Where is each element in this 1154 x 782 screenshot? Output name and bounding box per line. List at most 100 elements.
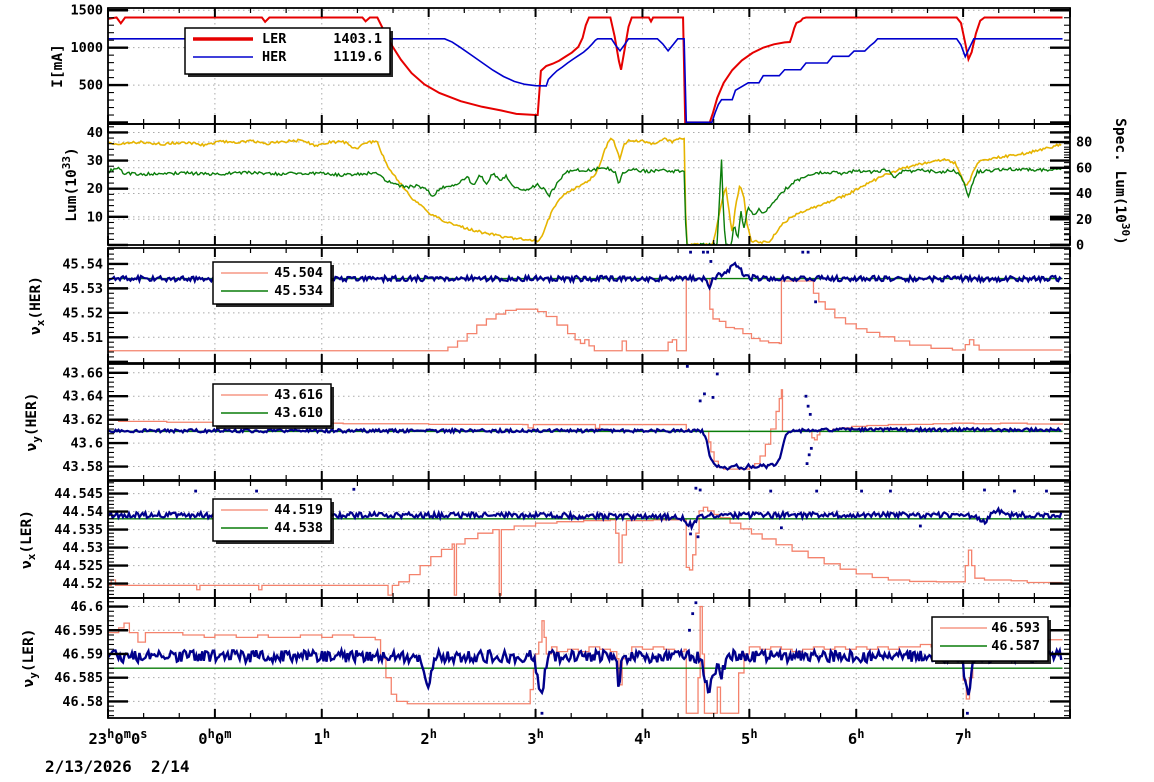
legend-name: LER: [262, 31, 287, 47]
y-tick-label-luminosity: 30: [87, 153, 103, 169]
y-tick-label-nuy-her: 43.62: [62, 412, 103, 428]
y-ticks-nuy-her: [108, 367, 1070, 477]
series-nuy-her-set: [108, 389, 1064, 470]
x-tick-label: 7h: [955, 727, 972, 748]
series-nux-ler-set: [108, 506, 1063, 596]
y-tick-label-current: 1500: [70, 3, 103, 19]
x-tick-label: 23h0m0s: [88, 727, 147, 748]
legend-value: 43.610: [274, 405, 323, 421]
series-HER-current: [108, 38, 1063, 124]
series-luminosity: [108, 137, 1062, 245]
y-tick-label-nux-ler: 44.52: [62, 576, 103, 592]
series-nuy-ler-measured: [108, 645, 1063, 696]
x-tick-label: 6h: [848, 727, 865, 748]
y-tick-label-luminosity: 10: [87, 209, 103, 225]
y-tick-label-nuy-ler: 46.6: [70, 599, 103, 615]
gridlines-nuy-ler: [108, 598, 1070, 718]
panel-frame-luminosity: [107, 123, 1071, 246]
x-tick-label: 3h: [527, 727, 544, 748]
y-tick-label-nux-her: 45.51: [62, 330, 103, 346]
legend-nux-her: 45.504 45.534: [212, 261, 334, 307]
x-ticks-current: [107, 8, 1071, 124]
y-tick-label-nuy-her: 43.64: [62, 389, 103, 405]
x-ticks-nuy-ler: [107, 598, 1071, 718]
legend-current: LER 1403.1 HER 1119.6: [184, 27, 393, 77]
x-tick-label: 2h: [420, 727, 437, 748]
x-axis-labels: 23h0m0s 0h0m 1h 2h 3h 4h 5h 6h 7h 2/13/2026 2/14: [45, 727, 971, 776]
y-tick-label-nux-her: 45.54: [62, 256, 103, 272]
legend-box: [212, 498, 332, 542]
y-axis-label-nuy-ler: νy(LER): [21, 628, 40, 687]
x-tick-label: 0h0m: [198, 727, 231, 748]
y-ticks-nux-ler: [108, 482, 1070, 599]
panel-nuy-ler: 46.646.59546.5946.58546.58νy(LER)46.5934…: [21, 597, 1071, 719]
legend-nux-ler: 44.519 44.538: [212, 498, 334, 544]
y-axis-label-current: I[mA]: [50, 44, 66, 88]
y-tick-label-nuy-her: 43.6: [70, 436, 103, 452]
right-tick-label-luminosity: 80: [1076, 135, 1092, 151]
y-tick-label-luminosity: 40: [87, 125, 103, 141]
legend-value: 46.593: [991, 620, 1040, 636]
y-tick-label-nuy-ler: 46.595: [54, 623, 103, 639]
legend-value: 1119.6: [333, 49, 382, 65]
legend-value: 46.587: [991, 638, 1040, 654]
x-ticks-nuy-her: [107, 364, 1071, 480]
right-tick-label-luminosity: 20: [1076, 212, 1092, 228]
y-tick-label-current: 500: [79, 78, 103, 94]
y-tick-label-nuy-ler: 46.58: [62, 694, 103, 710]
y-tick-label-current: 1000: [70, 40, 103, 56]
y-tick-label-nuy-her: 43.58: [62, 459, 103, 475]
gridlines-luminosity: [108, 124, 1070, 245]
y-axis-label-nux-ler: νx(LER): [19, 510, 38, 569]
date-label: 2/13/2026 2/14: [45, 757, 190, 776]
y-tick-label-nux-her: 45.52: [62, 305, 103, 321]
x-ticks-nux-ler: [107, 481, 1071, 598]
y-axis-label-luminosity: Lum(1033): [60, 147, 80, 221]
y-tick-label-nux-her: 45.53: [62, 281, 103, 297]
legend-box: [212, 261, 332, 305]
legend-value: 43.616: [274, 387, 323, 403]
right-tick-label-luminosity: 60: [1076, 160, 1092, 176]
panel-frame-nuy-ler: [107, 597, 1071, 719]
y-ticks-current: [108, 9, 1070, 124]
right-tick-label-luminosity: 40: [1076, 186, 1092, 202]
panel-frame-nux-her: [107, 247, 1071, 364]
x-tick-label: 5h: [741, 727, 758, 748]
series-group-nuy-her: [108, 364, 1064, 471]
y-tick-label-nuy-ler: 46.585: [54, 670, 103, 686]
legend-box: [931, 616, 1049, 662]
legend-box: [184, 27, 391, 75]
legend-value: 45.504: [274, 265, 323, 281]
series-nuy-her-measured: [108, 425, 1062, 471]
y-ticks-nuy-ler: [108, 601, 1070, 717]
legend-value: 45.534: [274, 283, 323, 299]
y-tick-label-nux-ler: 44.525: [54, 558, 103, 574]
series-nuy-ler-outliers: [540, 601, 969, 715]
panel-frame-nuy-her: [107, 363, 1071, 481]
panel-nux-ler: 44.545 44.54 44.535 44.53 44.525 44.52 νx(LER)…: [19, 480, 1071, 599]
y-axis-label-nuy-her: νy(HER): [24, 392, 43, 451]
right-tick-label-luminosity: 0: [1076, 238, 1084, 254]
y-axis-label-nux-her: νx(HER): [28, 276, 47, 335]
x-tick-label: 1h: [313, 727, 330, 748]
x-tick-label: 4h: [634, 727, 651, 748]
legend-nuy-ler: 46.593 46.587: [931, 616, 1051, 664]
series-nux-her-outliers: [689, 250, 818, 304]
right-axis-label: Spec. Lum(1030): [1112, 118, 1132, 245]
x-ticks-luminosity: [107, 124, 1071, 245]
legend-value: 44.538: [274, 520, 323, 536]
series-specific-luminosity: [108, 159, 1062, 245]
y-tick-label-nux-ler: 44.53: [62, 540, 103, 556]
y-tick-label-nux-ler: 44.54: [62, 504, 103, 520]
series-nuy-her-outliers: [685, 364, 813, 465]
legend-value: 1403.1: [333, 31, 382, 47]
panel-luminosity: 40 30 20 10 80 60 40 20 0 Spec. Lum(1030) Lum(1033…: [60, 118, 1132, 253]
series-nux-her-set: [108, 277, 1063, 352]
y-ticks-nux-her: [108, 248, 1070, 363]
legend-value: 44.519: [274, 502, 323, 518]
y-tick-label-nuy-ler: 46.59: [62, 646, 103, 662]
y-tick-label-nux-ler: 44.545: [54, 486, 103, 502]
